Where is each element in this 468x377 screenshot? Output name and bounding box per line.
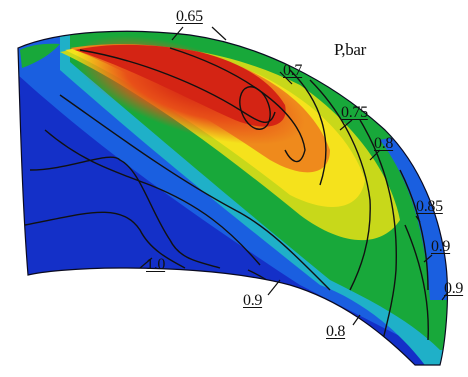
plot-title: P,bar xyxy=(334,40,367,59)
contour-label-08-bottom: 0.8 xyxy=(326,323,346,340)
contour-label-065: 0.65 xyxy=(176,8,203,25)
blade-outline xyxy=(17,30,449,366)
label-leaders xyxy=(139,26,449,326)
contour-label-07: 0.7 xyxy=(283,62,303,79)
isolines xyxy=(24,47,429,353)
contour-label-08-top: 0.8 xyxy=(374,135,394,152)
contour-label-09-right: 0.9 xyxy=(431,238,451,255)
contour-label-075: 0.75 xyxy=(341,104,368,121)
contour-label-085: 0.85 xyxy=(416,198,443,215)
contour-label-10: 1.0 xyxy=(146,256,166,273)
contour-label-09-bottom: 0.9 xyxy=(243,292,263,309)
contour-label-09-edge: 0.9 xyxy=(444,280,464,297)
